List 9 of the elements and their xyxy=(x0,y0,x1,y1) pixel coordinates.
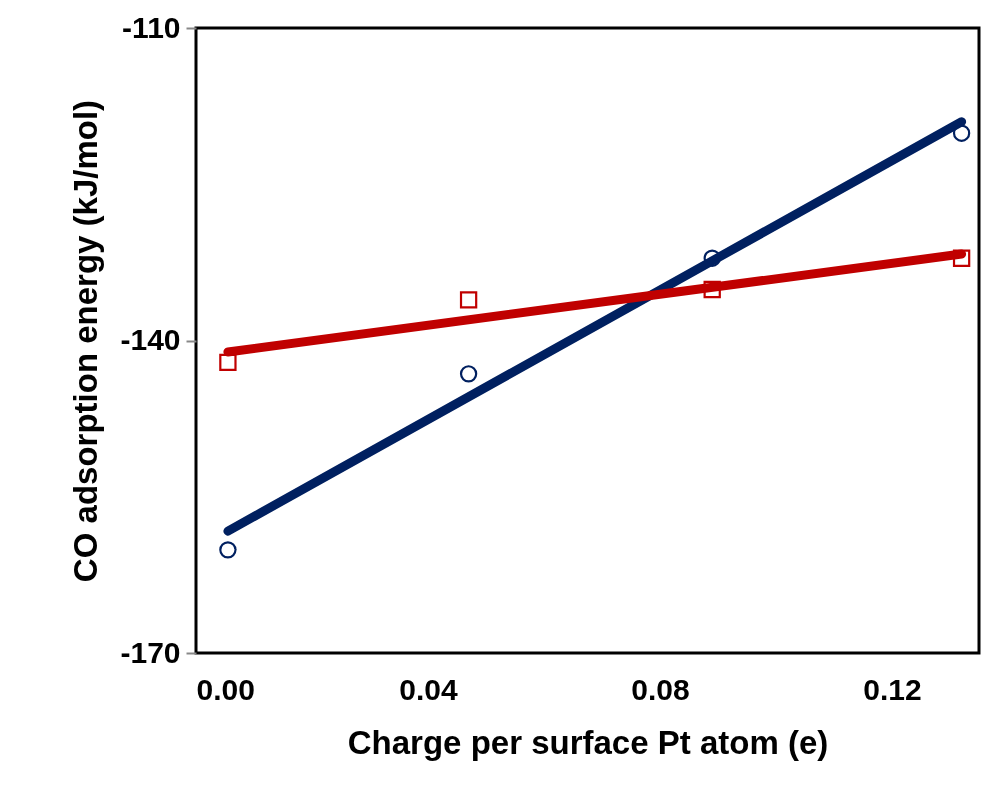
x-tick-label: 0.08 xyxy=(631,672,690,706)
x-tick-label: 0.12 xyxy=(863,672,922,706)
x-tick-label: 0.00 xyxy=(196,672,255,706)
x-tick-label: 0.04 xyxy=(399,672,459,706)
y-tick-label: -110 xyxy=(122,10,181,44)
y-tick-label: -170 xyxy=(120,635,181,669)
y-axis-title: CO adsorption energy (kJ/mol) xyxy=(67,99,105,583)
x-axis-title: Charge per surface Pt atom (e) xyxy=(347,723,829,761)
y-tick-label: -140 xyxy=(120,323,181,356)
